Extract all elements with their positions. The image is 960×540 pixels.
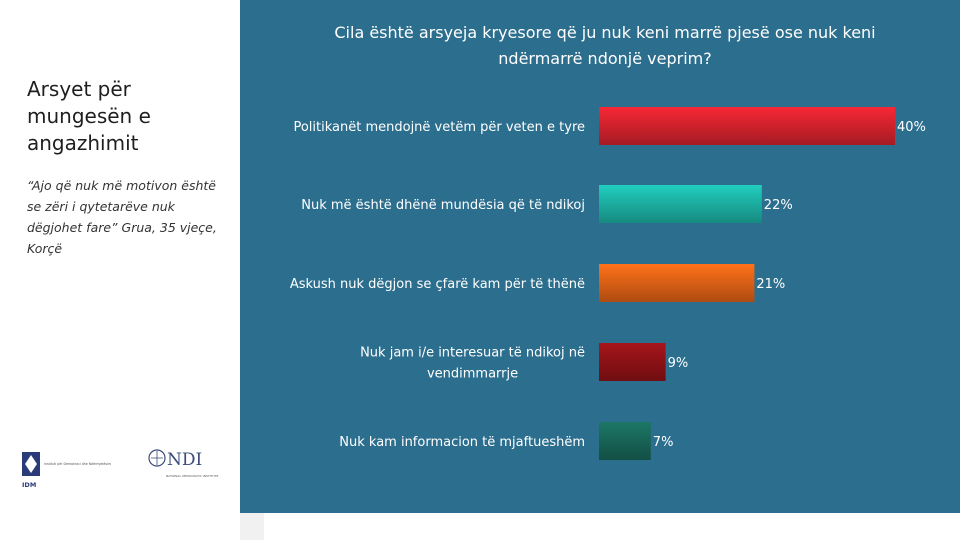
category-label-5: Nuk kam informacion të mjaftueshëm — [339, 435, 585, 450]
bar-5 — [599, 422, 651, 460]
value-label-4: 9% — [668, 356, 689, 371]
left-panel: Arsyet për mungesën e angazhimit “Ajo që… — [0, 0, 240, 540]
bar-3 — [599, 264, 755, 302]
bottom-strip — [240, 513, 264, 540]
bar-1 — [599, 107, 895, 145]
quote-text: “Ajo që nuk më motivon është se zëri i q… — [27, 178, 217, 256]
category-label-4: Nuk jam i/e interesuar të ndikoj në vendi… — [360, 346, 585, 382]
bar-chart: 40% Politikanët mendojnë vetëm për veten … — [290, 107, 926, 460]
category-label-1: Politikanët mendojnë vetëm për veten e t… — [293, 120, 585, 135]
value-label-1: 40% — [897, 120, 926, 135]
idm-logo: IDM Instituti për Demokraci dhe Ndërmjet… — [22, 452, 111, 489]
category-label-3: Askush nuk dëgjon se çfarë kam për të th… — [290, 277, 585, 292]
bar-2 — [599, 185, 762, 223]
chart-title: Cila është arsyeja kryesore që ju nuk ke… — [334, 23, 876, 68]
value-label-2: 22% — [764, 198, 793, 213]
bar-4 — [599, 343, 666, 381]
value-label-3: 21% — [756, 277, 785, 292]
category-label-2: Nuk më është dhënë mundësia që të ndikoj — [301, 198, 585, 213]
ndi-text: NATIONAL DEMOCRATIC INSTITUTE — [166, 474, 218, 478]
idm-text: Instituti për Demokraci dhe Ndërmjetësim — [44, 462, 111, 466]
page-title: Arsyet për mungesën e angazhimit — [27, 77, 151, 155]
value-label-5: 7% — [653, 435, 674, 450]
idm-acronym: IDM — [22, 481, 36, 489]
ndi-acronym: NDI — [167, 450, 202, 470]
ndi-logo: NDI NATIONAL DEMOCRATIC INSTITUTE — [148, 449, 218, 478]
